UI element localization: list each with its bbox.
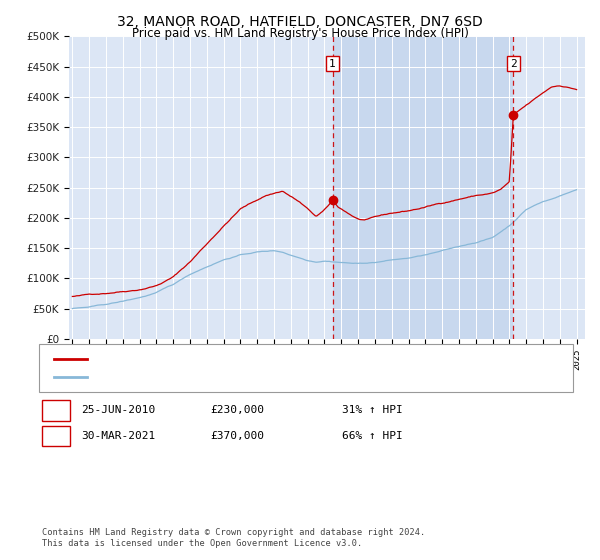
- Text: 66% ↑ HPI: 66% ↑ HPI: [342, 431, 403, 441]
- Text: 32, MANOR ROAD, HATFIELD, DONCASTER, DN7 6SD (detached house): 32, MANOR ROAD, HATFIELD, DONCASTER, DN7…: [93, 354, 451, 364]
- Text: 2: 2: [510, 59, 517, 69]
- Text: 1: 1: [52, 405, 59, 416]
- Text: Price paid vs. HM Land Registry's House Price Index (HPI): Price paid vs. HM Land Registry's House …: [131, 27, 469, 40]
- Text: 1: 1: [329, 59, 336, 69]
- Text: 32, MANOR ROAD, HATFIELD, DONCASTER, DN7 6SD: 32, MANOR ROAD, HATFIELD, DONCASTER, DN7…: [117, 15, 483, 29]
- Text: HPI: Average price, detached house, Doncaster: HPI: Average price, detached house, Donc…: [93, 372, 358, 382]
- Text: 30-MAR-2021: 30-MAR-2021: [81, 431, 155, 441]
- Text: £370,000: £370,000: [210, 431, 264, 441]
- Text: 2: 2: [52, 431, 59, 441]
- Bar: [332, 36, 514, 339]
- Text: £230,000: £230,000: [210, 405, 264, 416]
- Text: 31% ↑ HPI: 31% ↑ HPI: [342, 405, 403, 416]
- Text: Contains HM Land Registry data © Crown copyright and database right 2024.
This d: Contains HM Land Registry data © Crown c…: [42, 528, 425, 548]
- Text: 25-JUN-2010: 25-JUN-2010: [81, 405, 155, 416]
